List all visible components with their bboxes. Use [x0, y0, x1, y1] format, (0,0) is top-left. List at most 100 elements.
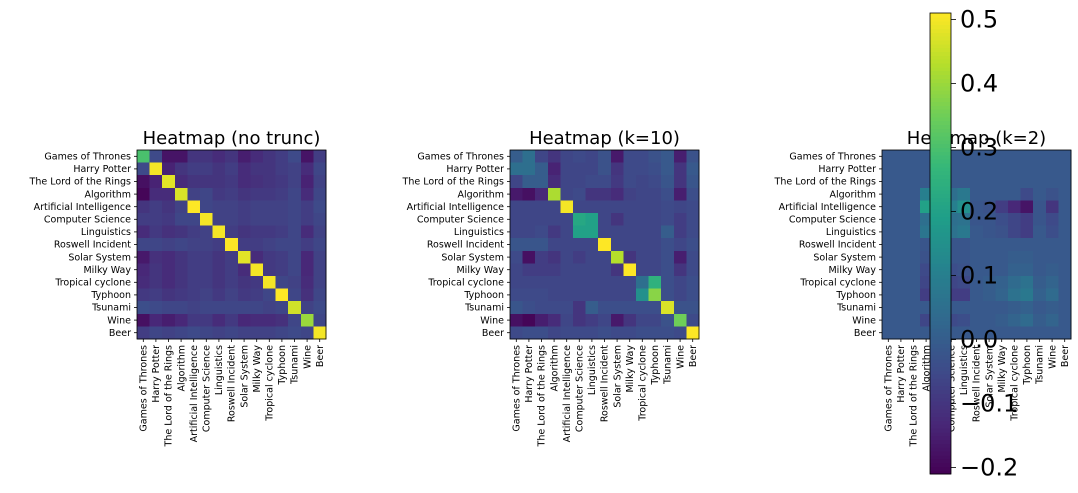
heatmap-cell	[212, 326, 226, 340]
y-tick-label: Algorithm	[84, 189, 131, 200]
heatmap-cell	[250, 200, 264, 214]
x-tick-label: Roswell Incident	[972, 345, 983, 422]
heatmap-cell	[1058, 288, 1072, 302]
heatmap-cell	[1008, 175, 1021, 189]
heatmap-cell	[894, 238, 908, 252]
heatmap-cell	[137, 238, 150, 252]
colorbar-segment	[930, 135, 951, 141]
heatmap-cell	[636, 288, 649, 302]
heatmap-cell	[907, 213, 921, 226]
heatmap-cell	[547, 326, 561, 340]
heatmap-cell	[225, 175, 239, 189]
heatmap-cell	[288, 200, 302, 214]
heatmap-cell	[547, 288, 561, 302]
y-tick-label: Computer Science	[44, 215, 131, 226]
heatmap-cell	[1058, 250, 1072, 264]
heatmap-cell	[661, 187, 675, 201]
heatmap-cell	[535, 276, 549, 289]
heatmap-cell	[1008, 213, 1021, 226]
x-tick-label: Solar System	[984, 345, 995, 408]
heatmap-cell	[1045, 301, 1059, 315]
heatmap-cell	[225, 225, 239, 239]
x-tick-label: Tropical cyclone	[638, 345, 649, 422]
heatmap-cell	[162, 263, 176, 277]
heatmap-cell	[313, 175, 327, 189]
colorbar-segment	[930, 228, 951, 233]
colorbar-segment	[930, 147, 951, 152]
heatmap-cell	[686, 250, 700, 264]
heatmap-cell	[673, 162, 687, 176]
heatmap-cell	[200, 175, 213, 189]
colorbar-segment	[930, 109, 951, 114]
colorbar-segment	[930, 128, 951, 133]
heatmap-cell	[636, 263, 649, 277]
y-tick-label: Typhoon	[90, 290, 131, 301]
heatmap-cell	[970, 301, 984, 315]
heatmap-cell	[510, 150, 523, 163]
heatmap-cell	[1020, 250, 1034, 264]
y-tick-label: Typhoon	[463, 290, 504, 301]
heatmap-cell	[288, 250, 302, 264]
heatmap-cell	[275, 200, 289, 214]
heatmap-cell	[610, 150, 624, 163]
colorbar-segment	[930, 205, 951, 210]
heatmap-cell	[1020, 162, 1034, 176]
heatmap-cell	[1058, 313, 1072, 327]
heatmap-cell	[510, 162, 523, 176]
heatmap-cell	[686, 150, 700, 163]
heatmap-cell	[187, 250, 201, 264]
colorbar: −0.2 −0.1 0.0 0.1 0.2 0.3 0.4 0.5	[929, 5, 1018, 482]
heatmap-cell	[673, 175, 687, 189]
heatmap-cell	[1045, 326, 1059, 340]
heatmap-cell	[560, 187, 574, 201]
heatmap-cell	[212, 175, 226, 189]
heatmap-cell	[313, 238, 327, 252]
heatmap-cell	[610, 175, 624, 189]
heatmap-cell	[560, 200, 574, 214]
heatmap-cell	[535, 263, 549, 277]
heatmap-cell	[573, 175, 586, 189]
y-tick-label: Harry Potter	[818, 164, 876, 175]
heatmap-cell	[661, 225, 675, 239]
heatmap-cell	[573, 150, 586, 163]
heatmap-cell	[636, 276, 649, 289]
colorbar-segment	[930, 304, 951, 310]
heatmap-cell	[573, 301, 586, 315]
heatmap-cell	[598, 326, 612, 340]
heatmap-cell	[1033, 162, 1047, 176]
heatmap-cell	[610, 187, 624, 201]
heatmap-cell	[970, 175, 984, 189]
heatmap-cell	[200, 263, 213, 277]
heatmap-cell	[187, 301, 201, 315]
colorbar-segment	[930, 85, 951, 91]
heatmap-cell	[995, 162, 1009, 176]
heatmap-cell	[1058, 162, 1072, 176]
heatmap-cell	[970, 225, 984, 239]
heatmap-cell	[300, 150, 314, 163]
heatmap-cell	[623, 162, 637, 176]
heatmap-cell	[237, 276, 251, 289]
heatmap-cell	[957, 150, 971, 163]
colorbar-segment	[930, 466, 951, 471]
heatmap-cell	[162, 162, 176, 176]
heatmap-cell	[610, 213, 624, 226]
heatmap-cell	[982, 313, 996, 327]
colorbar-segment	[930, 78, 951, 83]
heatmap-cell	[919, 238, 933, 252]
colorbar-segment	[930, 239, 951, 245]
heatmap-cell	[623, 301, 637, 315]
heatmap-cell	[573, 288, 586, 302]
heatmap-cell	[648, 162, 662, 176]
heatmap-cell	[263, 250, 276, 264]
y-tick-label: Wine	[852, 315, 876, 326]
heatmap-cell	[212, 187, 226, 201]
heatmap-cell	[919, 250, 933, 264]
colorbar-gradient	[930, 13, 951, 475]
x-tick-label: Artificial Intelligence	[189, 345, 200, 443]
heatmap-cell	[237, 213, 251, 226]
heatmap-cell	[288, 213, 302, 226]
heatmap-cell	[919, 150, 933, 163]
heatmap-cell	[1020, 150, 1034, 163]
heatmap-cell	[995, 213, 1009, 226]
heatmap-cell	[547, 250, 561, 264]
